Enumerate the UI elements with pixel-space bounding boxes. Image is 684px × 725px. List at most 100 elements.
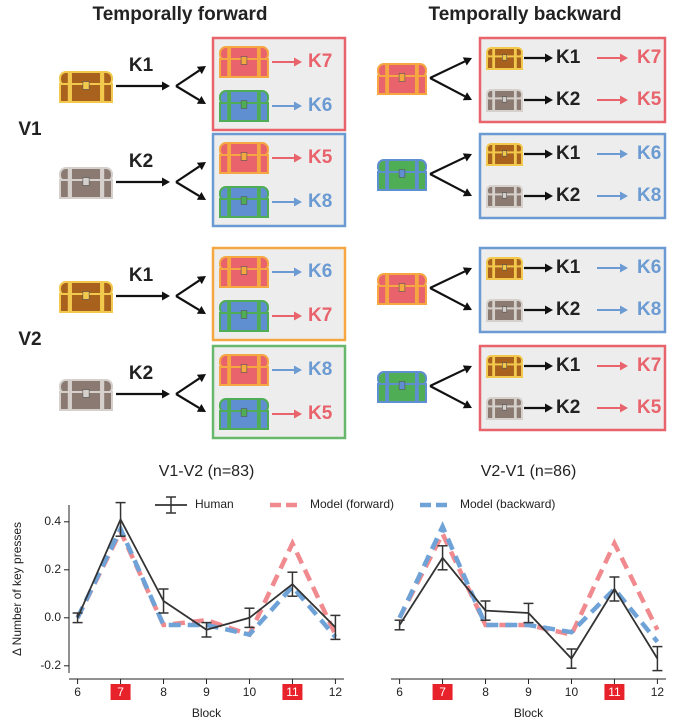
outcome-label: K6 bbox=[308, 95, 332, 116]
chest-lock bbox=[241, 197, 247, 205]
chest-band bbox=[100, 168, 104, 198]
chest-lock bbox=[241, 365, 247, 373]
arrow-shaft bbox=[430, 386, 465, 404]
x-tick-label: 8 bbox=[482, 685, 489, 699]
chest-band bbox=[257, 91, 261, 121]
chest-icon bbox=[487, 258, 522, 279]
chest-band bbox=[492, 356, 495, 377]
chest-band bbox=[385, 274, 389, 304]
error-bar bbox=[244, 608, 254, 627]
arrow-shaft bbox=[176, 378, 199, 394]
chest-lock bbox=[241, 409, 247, 417]
chest-band bbox=[227, 47, 231, 77]
x-tick-label: 8 bbox=[160, 685, 167, 699]
chest-band bbox=[514, 144, 517, 165]
error-bar bbox=[609, 577, 619, 601]
chest-band bbox=[415, 372, 419, 402]
arrow-shaft bbox=[430, 369, 465, 386]
chest-band bbox=[227, 91, 231, 121]
x-tick-label: 6 bbox=[396, 685, 403, 699]
key-label: K2 bbox=[129, 363, 153, 384]
x-tick-label: 9 bbox=[203, 685, 210, 699]
arrow-shaft bbox=[430, 174, 465, 192]
chest-band bbox=[257, 355, 261, 385]
y-tick-label: 0.2 bbox=[44, 562, 61, 576]
chest-band bbox=[100, 72, 104, 102]
chest-band bbox=[257, 301, 261, 331]
chest-icon bbox=[220, 399, 268, 429]
arrow bbox=[176, 374, 206, 394]
chest-band bbox=[385, 372, 389, 402]
chest-lock bbox=[83, 292, 89, 300]
chest-band bbox=[68, 282, 72, 312]
x-tick-label: 10 bbox=[243, 685, 257, 699]
chest-lock bbox=[399, 170, 405, 178]
chest-band bbox=[257, 399, 261, 429]
arrow-shaft bbox=[176, 296, 199, 310]
arrow bbox=[430, 78, 472, 100]
arrow-shaft bbox=[176, 86, 199, 100]
arrow bbox=[116, 178, 170, 187]
outcome-label: K6 bbox=[637, 257, 661, 278]
arrow bbox=[430, 365, 472, 386]
chest-band bbox=[227, 187, 231, 217]
chest-band bbox=[68, 380, 72, 410]
chest-band bbox=[514, 258, 517, 279]
chest-icon bbox=[60, 282, 112, 312]
chest-band bbox=[415, 160, 419, 190]
figure: Temporally forward Temporally backward V… bbox=[0, 0, 684, 725]
outcome-label: K8 bbox=[637, 185, 661, 206]
chest-band bbox=[100, 282, 104, 312]
chest-band bbox=[227, 143, 231, 173]
chest-icon bbox=[220, 91, 268, 121]
chest-band bbox=[257, 257, 261, 287]
chest-icon bbox=[487, 90, 522, 111]
chest-icon bbox=[487, 300, 522, 321]
chest-band bbox=[415, 274, 419, 304]
x-tick-label: 12 bbox=[329, 685, 343, 699]
chest-band bbox=[514, 90, 517, 111]
arrow-head bbox=[162, 292, 170, 301]
key-label: K2 bbox=[129, 151, 153, 172]
arrow bbox=[176, 182, 206, 200]
chest-icon bbox=[487, 48, 522, 69]
arrow bbox=[430, 153, 472, 174]
chest-lock bbox=[241, 311, 247, 319]
arrow bbox=[430, 174, 472, 196]
chest-band bbox=[514, 398, 517, 419]
x-axis-label: Block bbox=[514, 706, 544, 720]
arrow bbox=[176, 276, 206, 296]
chest-band bbox=[492, 258, 495, 279]
legend-label: Model (backward) bbox=[460, 497, 555, 511]
outcome-label: K5 bbox=[308, 403, 333, 424]
arrow-head bbox=[162, 390, 170, 399]
x-axis-label: Block bbox=[192, 706, 222, 720]
page: Temporally forward Temporally backward V… bbox=[0, 0, 684, 725]
error-bar bbox=[395, 620, 405, 630]
key-label: K1 bbox=[556, 143, 581, 164]
arrow-shaft bbox=[176, 182, 199, 196]
chest-icon bbox=[220, 187, 268, 217]
x-tick-label: 10 bbox=[565, 685, 579, 699]
chest-lock bbox=[399, 284, 405, 292]
arrow bbox=[176, 296, 206, 314]
key-label: K1 bbox=[556, 47, 581, 68]
arrow-shaft bbox=[176, 166, 199, 182]
key-label: K2 bbox=[556, 89, 580, 110]
chest-icon bbox=[487, 398, 522, 419]
arrow-shaft bbox=[430, 61, 465, 78]
row-label: V2 bbox=[18, 329, 41, 350]
chest-icon bbox=[220, 257, 268, 287]
outcome-label: K6 bbox=[308, 261, 332, 282]
chest-icon bbox=[220, 355, 268, 385]
outcome-label: K5 bbox=[637, 397, 662, 418]
chest-band bbox=[257, 187, 261, 217]
chest-icon bbox=[60, 168, 112, 198]
chest-lock bbox=[502, 265, 506, 270]
outcome-label: K7 bbox=[308, 305, 332, 326]
outcome-label: K5 bbox=[637, 89, 662, 110]
legend-swatch bbox=[155, 497, 187, 513]
chest-icon bbox=[487, 144, 522, 165]
chest-icon bbox=[220, 143, 268, 173]
chest-lock bbox=[502, 307, 506, 312]
